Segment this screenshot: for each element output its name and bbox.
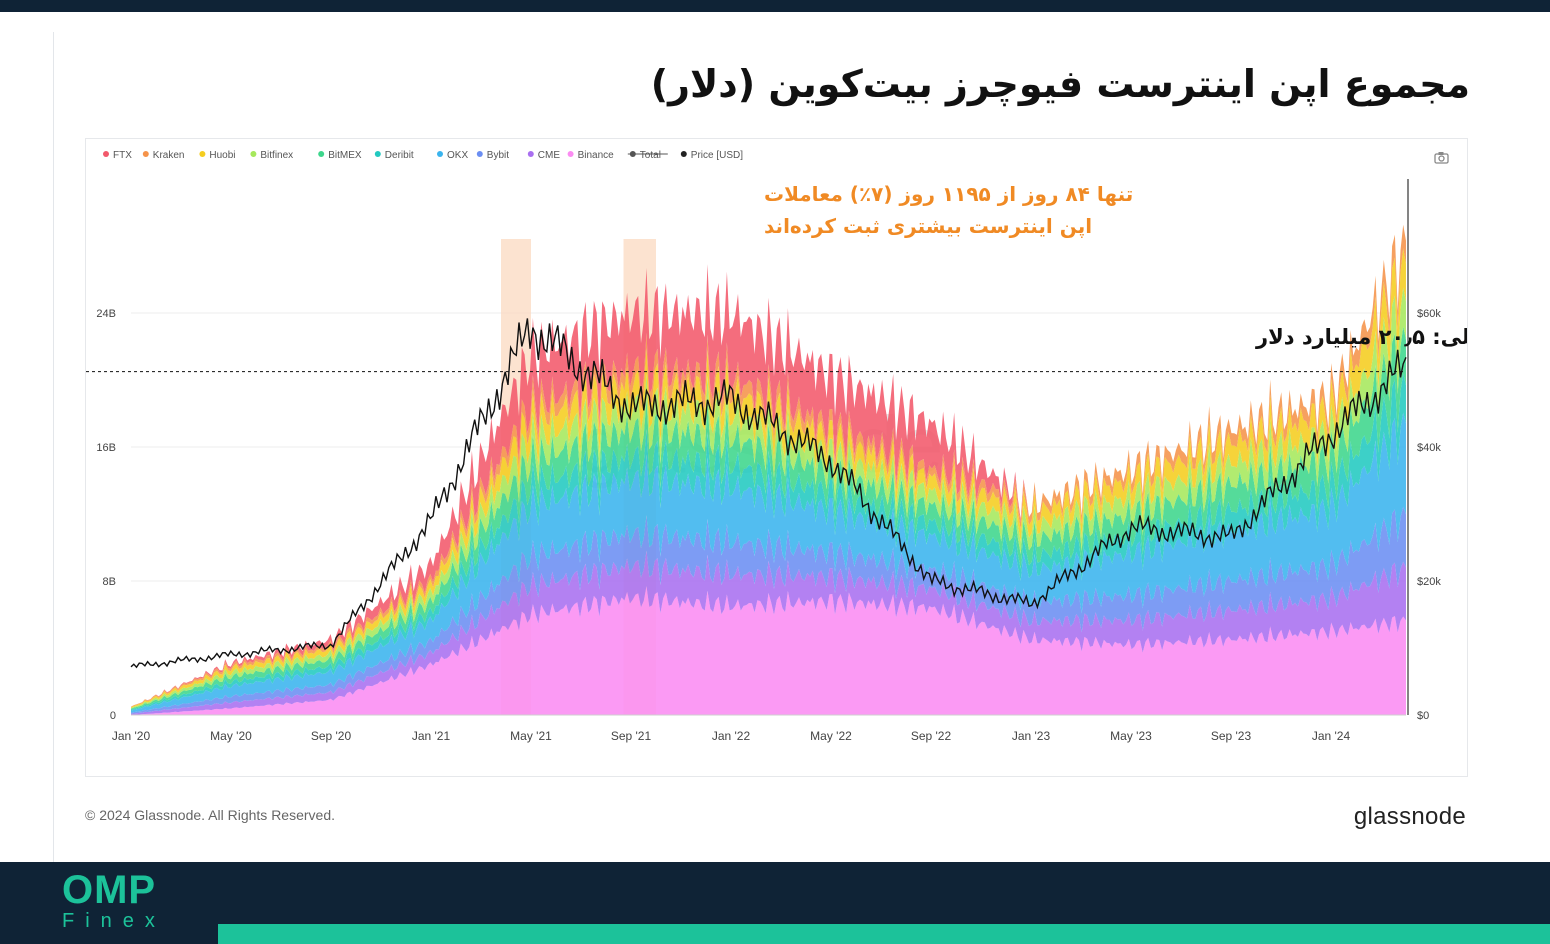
legend-dot-1 bbox=[142, 151, 149, 157]
legend-label-4: BitMEX bbox=[328, 150, 362, 161]
legend-dot-4 bbox=[318, 151, 325, 157]
peak-annotation-line1: تنها ۸۴ روز از ۱۱۹۵ روز (۷٪) معاملات bbox=[764, 182, 1133, 206]
legend-dot-8 bbox=[527, 151, 534, 157]
legend-dot-5 bbox=[374, 151, 381, 157]
area-ftx bbox=[131, 224, 1406, 707]
y-right-tick-0: $0 bbox=[1417, 710, 1429, 722]
x-tick-5: Sep '21 bbox=[611, 729, 652, 743]
annotations: تنها ۸۴ روز از ۱۱۹۵ روز (۷٪) معاملات اپن … bbox=[86, 182, 1467, 373]
x-tick-2: Sep '20 bbox=[311, 729, 352, 743]
logo-finex: Finex bbox=[62, 910, 166, 932]
chart-frame: FTX Kraken Huobi Bitfinex BitMEX Deribit OKX By… bbox=[85, 138, 1468, 777]
x-tick-12: Jan '24 bbox=[1312, 729, 1351, 743]
legend-label-1: Kraken bbox=[153, 150, 185, 161]
y-right-tick-1: $20k bbox=[1417, 576, 1441, 588]
x-tick-1: May '20 bbox=[210, 729, 252, 743]
area-deribit bbox=[131, 373, 1406, 711]
legend-dot-7 bbox=[476, 151, 483, 157]
x-tick-4: May '21 bbox=[510, 729, 552, 743]
area-okx bbox=[131, 412, 1406, 713]
chart-legend: FTX Kraken Huobi Bitfinex BitMEX Deribit OKX By… bbox=[103, 150, 743, 161]
stacked-areas bbox=[131, 224, 1406, 715]
x-tick-11: Sep '23 bbox=[1211, 729, 1252, 743]
y-left-tick-0: 0 bbox=[110, 710, 116, 722]
x-tick-0: Jan '20 bbox=[112, 729, 151, 743]
copyright: © 2024 Glassnode. All Rights Reserved. bbox=[85, 807, 336, 823]
legend-label-5: Deribit bbox=[385, 150, 414, 161]
legend-label-7: Bybit bbox=[487, 150, 509, 161]
left-divider bbox=[53, 32, 54, 862]
x-tick-10: May '23 bbox=[1110, 729, 1152, 743]
legend-label-9: Binance bbox=[578, 150, 615, 161]
brand-logo: glassnode bbox=[1353, 803, 1466, 830]
camera-icon[interactable] bbox=[1434, 152, 1449, 164]
top-bar bbox=[0, 0, 1550, 12]
page-title: مجموع اپن اینترست فیوچرز بیت‌کوین (دلار) bbox=[650, 62, 1470, 106]
y-right-tick-3: $60k bbox=[1417, 308, 1441, 320]
legend-dot-3 bbox=[250, 151, 257, 157]
bottom-accent bbox=[218, 924, 1550, 944]
legend-label-10: Total bbox=[640, 150, 661, 161]
open-interest-chart: FTX Kraken Huobi Bitfinex BitMEX Deribit OKX By… bbox=[86, 150, 1467, 743]
legend-dot-2 bbox=[199, 151, 206, 157]
area-cme bbox=[131, 550, 1406, 715]
price-line-layer bbox=[130, 318, 1407, 669]
x-tick-9: Jan '23 bbox=[1012, 729, 1051, 743]
axes: 0 8B 16B 24B $0 $20k $40k $60k Jan '20 May '20 Sep… bbox=[96, 179, 1441, 743]
legend-label-11: Price [USD] bbox=[691, 150, 743, 161]
y-right-tick-2: $40k bbox=[1417, 442, 1441, 454]
legend-dot-11 bbox=[680, 151, 687, 157]
x-tick-7: May '22 bbox=[810, 729, 852, 743]
legend-label-8: CME bbox=[538, 150, 561, 161]
legend-label-0: FTX bbox=[113, 150, 132, 161]
legend-dot-0 bbox=[103, 151, 109, 157]
x-tick-3: Jan '21 bbox=[412, 729, 451, 743]
legend-label-3: Bitfinex bbox=[260, 150, 293, 161]
peak-annotation-line2: اپن اینترست بیشتری ثبت کرده‌اند bbox=[764, 214, 1092, 239]
y-left-tick-1: 8B bbox=[103, 576, 116, 588]
area-bybit bbox=[131, 506, 1406, 714]
x-tick-8: Sep '22 bbox=[911, 729, 952, 743]
current-oi-annotation: اپن اینترست فعلی: ۲۰٫۵ میلیارد دلار bbox=[1255, 325, 1467, 349]
area-binance bbox=[131, 586, 1406, 715]
legend-dot-6 bbox=[437, 151, 443, 157]
legend-dot-9 bbox=[567, 151, 574, 157]
y-left-tick-2: 16B bbox=[96, 442, 116, 454]
x-tick-6: Jan '22 bbox=[712, 729, 751, 743]
logo-omp: OMP bbox=[62, 868, 157, 912]
price-line bbox=[130, 318, 1407, 669]
y-left-tick-3: 24B bbox=[96, 308, 116, 320]
legend-label-6: OKX bbox=[447, 150, 468, 161]
legend-label-2: Huobi bbox=[209, 150, 235, 161]
